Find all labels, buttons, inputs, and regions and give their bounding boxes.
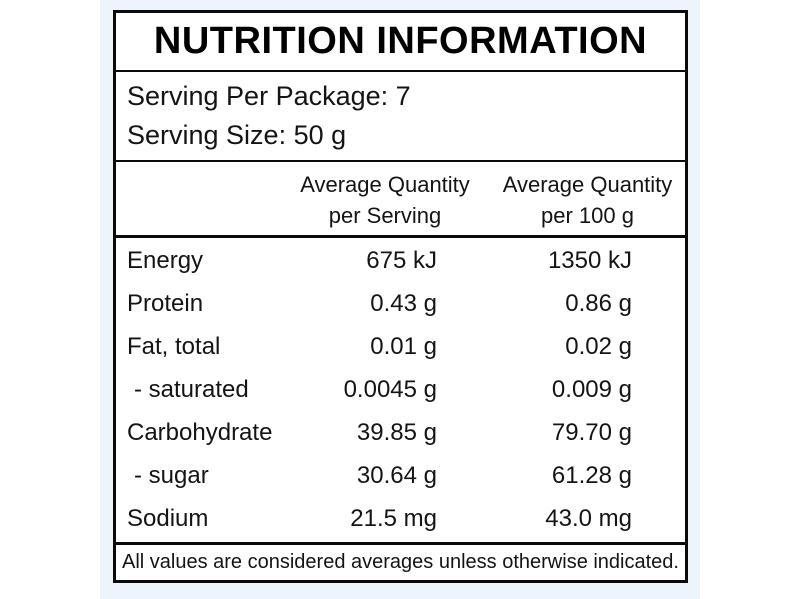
- nutrient-table: Energy 675 kJ 1350 kJ Protein 0.43 g 0.8…: [116, 238, 685, 542]
- value-per-serving: 30.64 g: [356, 461, 437, 489]
- header-line: Average Quantity: [502, 171, 673, 197]
- label-panel: NUTRITION INFORMATION Serving Per Packag…: [100, 0, 700, 599]
- value-per-100g: 43.0 mg: [545, 504, 632, 532]
- value-per-serving: 0.0045 g: [343, 376, 437, 403]
- footnote-section: All values are considered averages unles…: [116, 542, 685, 580]
- table-row-carbohydrate: Carbohydrate 39.85 g 79.70 g: [116, 411, 685, 454]
- value-per-serving: 21.5 mg: [350, 504, 437, 532]
- column-header-per-serving: Average Quantity per Serving: [280, 167, 490, 231]
- column-header-per-100g: Average Quantity per 100 g: [490, 167, 685, 231]
- table-row-sugar: - sugar 30.64 g 61.28 g: [116, 454, 685, 497]
- value-per-100g: 79.70 g: [551, 418, 632, 446]
- serving-info-section: Serving Per Package: 7 Serving Size: 50 …: [116, 72, 685, 162]
- table-row-sodium: Sodium 21.5 mg 43.0 mg: [116, 497, 685, 540]
- nutrient-name: - sugar: [134, 461, 209, 489]
- value-per-serving: 0.43 g: [370, 290, 437, 318]
- nutrient-name: Energy: [127, 247, 204, 275]
- value-per-100g: 0.009 g: [551, 376, 632, 403]
- nutrition-label: NUTRITION INFORMATION Serving Per Packag…: [113, 10, 688, 583]
- nutrient-name: Fat, total: [127, 333, 221, 361]
- value-per-serving: 675 kJ: [366, 247, 437, 275]
- serving-size-text: Serving Size: 50 g: [127, 120, 347, 150]
- header-line: per Serving: [328, 202, 442, 228]
- value-per-serving: 0.01 g: [370, 333, 437, 361]
- table-row-saturated: - saturated 0.0045 g 0.009 g: [116, 369, 685, 412]
- nutrient-name: Sodium: [127, 504, 209, 532]
- table-row-fat-total: Fat, total 0.01 g 0.02 g: [116, 326, 685, 369]
- value-per-100g: 61.28 g: [551, 461, 632, 489]
- table-row-protein: Protein 0.43 g 0.86 g: [116, 283, 685, 326]
- label-title-section: NUTRITION INFORMATION: [116, 13, 685, 72]
- nutrient-name: Protein: [127, 290, 204, 318]
- value-per-100g: 0.02 g: [565, 333, 632, 361]
- nutrient-name: - saturated: [134, 376, 249, 403]
- header-line: Average Quantity: [300, 171, 470, 197]
- serving-per-package-text: Serving Per Package: 7: [127, 81, 411, 111]
- nutrient-name: Carbohydrate: [127, 418, 273, 446]
- value-per-serving: 39.85 g: [356, 418, 437, 446]
- table-row-energy: Energy 675 kJ 1350 kJ: [116, 240, 685, 283]
- page-title: NUTRITION INFORMATION: [153, 20, 648, 62]
- value-per-100g: 0.86 g: [565, 290, 632, 318]
- column-headers-row: Average Quantity per Serving Average Qua…: [116, 162, 685, 238]
- footnote-text: All values are considered averages unles…: [122, 551, 679, 573]
- header-line: per 100 g: [541, 202, 634, 228]
- value-per-100g: 1350 kJ: [547, 247, 632, 275]
